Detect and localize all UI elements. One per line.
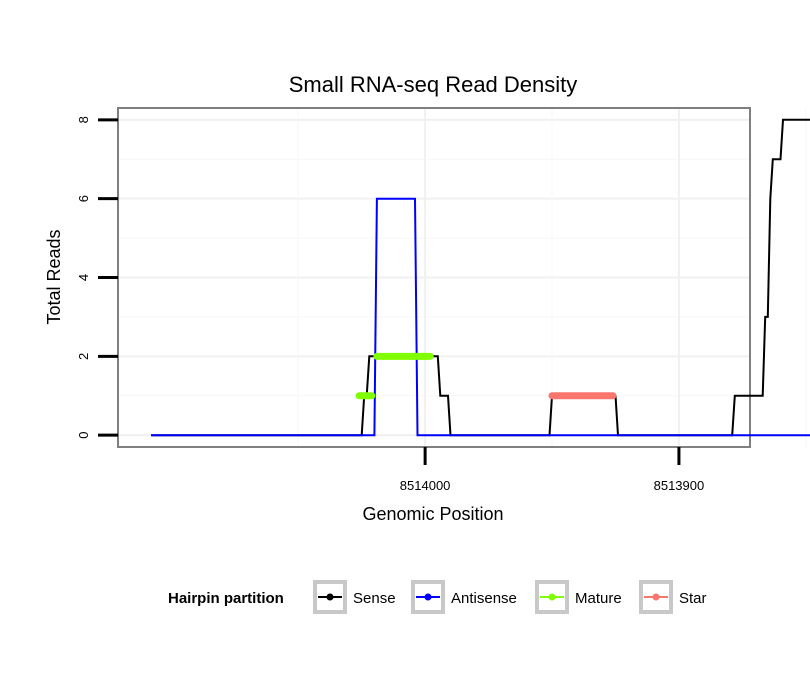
legend-dot-sense bbox=[326, 593, 334, 601]
legend-label-star: Star bbox=[679, 590, 707, 607]
y-tick-label: 0 bbox=[76, 432, 91, 439]
y-axis-label: Total Reads bbox=[44, 229, 64, 324]
y-tick-label: 6 bbox=[76, 195, 91, 202]
x-axis-label: Genomic Position bbox=[362, 504, 503, 524]
antisense-line bbox=[151, 197, 810, 437]
x-tick-label: 8514000 bbox=[400, 478, 451, 493]
y-tick-label: 2 bbox=[76, 353, 91, 360]
x-tick-label: 8513900 bbox=[654, 478, 705, 493]
legend: Hairpin partition Sense Antisense Mature St… bbox=[168, 580, 707, 614]
y-tick-label: 4 bbox=[76, 274, 91, 281]
legend-label-sense: Sense bbox=[353, 590, 396, 607]
legend-dot-mature bbox=[548, 593, 556, 601]
legend-label-mature: Mature bbox=[575, 590, 622, 607]
chart-title: Small RNA-seq Read Density bbox=[289, 72, 578, 97]
series-layer bbox=[151, 118, 810, 437]
legend-title: Hairpin partition bbox=[168, 590, 284, 607]
x-axis: 8514000 8513900 bbox=[400, 447, 704, 493]
legend-dot-antisense bbox=[424, 593, 432, 601]
y-tick-label: 8 bbox=[76, 116, 91, 123]
grid bbox=[118, 108, 807, 447]
legend-dot-star bbox=[652, 593, 660, 601]
y-axis: 0 2 4 6 8 bbox=[76, 116, 118, 439]
legend-label-antisense: Antisense bbox=[451, 590, 517, 607]
